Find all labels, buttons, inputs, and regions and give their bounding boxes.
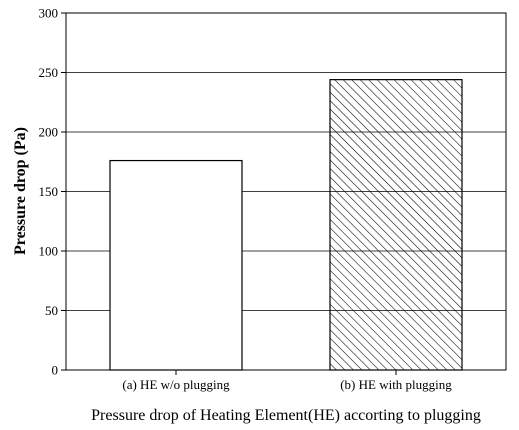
x-category-label: (a) HE w/o plugging xyxy=(122,377,230,392)
y-axis-title: Pressure drop (Pa) xyxy=(12,127,29,255)
y-tick-label: 200 xyxy=(39,125,59,140)
x-axis-categories: (a) HE w/o plugging (b) HE with plugging xyxy=(122,370,452,392)
y-tick-label: 300 xyxy=(39,6,59,21)
y-tick-label: 0 xyxy=(52,363,59,378)
y-tick-label: 100 xyxy=(39,244,59,259)
bars xyxy=(109,79,463,371)
bar-2 xyxy=(329,79,463,371)
y-axis-ticks: 0 50 100 150 200 250 300 xyxy=(39,6,66,378)
y-tick-label: 250 xyxy=(39,65,59,80)
y-tick-label: 50 xyxy=(45,303,58,318)
y-tick-label: 150 xyxy=(39,184,59,199)
x-axis-title: Pressure drop of Heating Element(HE) acc… xyxy=(91,407,481,424)
x-category-label: (b) HE with plugging xyxy=(340,377,452,392)
bar-1 xyxy=(109,159,243,371)
